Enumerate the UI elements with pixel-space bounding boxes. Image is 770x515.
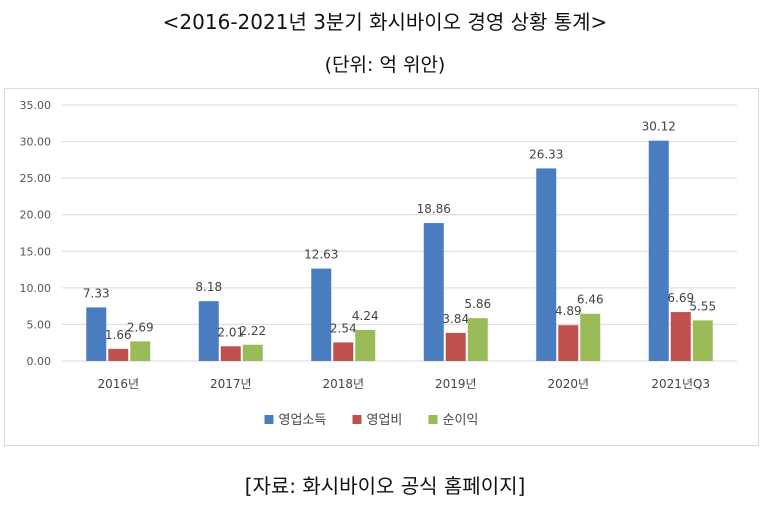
- legend-swatch: [352, 415, 362, 424]
- bar: [333, 342, 354, 361]
- chart-unit: (단위: 억 위안): [324, 54, 446, 76]
- y-tick-label: 10.00: [20, 282, 52, 295]
- data-label: 6.69: [667, 291, 694, 305]
- data-label: 8.18: [195, 280, 222, 294]
- x-tick-label: 2018년: [322, 377, 364, 391]
- bar: [558, 325, 579, 361]
- data-label: 26.33: [529, 147, 563, 161]
- legend-swatch: [428, 415, 438, 424]
- data-label: 12.63: [304, 248, 338, 262]
- data-label: 5.55: [689, 299, 716, 313]
- legend-label: 영업소득: [279, 413, 327, 428]
- bar: [580, 313, 601, 361]
- bar: [467, 318, 488, 361]
- source-caption: [자료: 화시바이오 공식 홈페이지]: [244, 474, 526, 498]
- data-label: 2.01: [217, 325, 244, 339]
- chart-area: 0.00 5.00 10.00 15.00 20.00 25.00 30.00 35.00 7.…: [4, 88, 759, 446]
- bar: [311, 268, 332, 361]
- bar: [108, 348, 129, 361]
- data-label: 7.33: [83, 286, 110, 300]
- y-tick-label: 5.00: [27, 318, 52, 331]
- bar: [423, 223, 444, 361]
- bar: [445, 332, 466, 361]
- data-label: 2.69: [127, 320, 154, 334]
- bar: [648, 140, 669, 361]
- bar: [670, 312, 691, 361]
- chart-title: <2016-2021년 3분기 화시바이오 경영 상황 통계>: [162, 10, 608, 34]
- data-label: 1.66: [105, 328, 132, 342]
- bar: [198, 301, 219, 361]
- legend-label: 영업비: [367, 413, 403, 428]
- x-tick-label: 2019년: [435, 377, 477, 391]
- y-tick-label: 35.00: [20, 99, 52, 112]
- bar: [220, 346, 241, 361]
- data-label: 2.22: [239, 324, 266, 338]
- data-label: 4.89: [555, 304, 582, 318]
- data-label: 5.86: [464, 297, 491, 311]
- bar: [692, 320, 713, 361]
- bar-chart: 0.00 5.00 10.00 15.00 20.00 25.00 30.00 35.00 7.…: [20, 99, 737, 428]
- bar: [536, 168, 557, 361]
- bar: [242, 344, 263, 361]
- bar: [355, 329, 376, 361]
- data-label: 2.54: [330, 321, 357, 335]
- data-label: 18.86: [417, 202, 451, 216]
- y-tick-label: 20.00: [20, 209, 52, 222]
- data-label: 6.46: [577, 293, 604, 307]
- y-tick-label: 15.00: [20, 245, 52, 258]
- x-tick-label: 2020년: [547, 377, 589, 391]
- data-label: 4.24: [352, 309, 379, 323]
- y-tick-label: 30.00: [20, 136, 52, 149]
- legend-label: 순이익: [443, 413, 479, 428]
- x-tick-label: 2017년: [210, 377, 252, 391]
- data-label: 3.84: [442, 312, 469, 326]
- data-label: 30.12: [642, 120, 676, 134]
- x-tick-label: 2021년Q3: [651, 377, 710, 391]
- y-tick-label: 25.00: [20, 172, 52, 185]
- bar: [130, 341, 151, 361]
- y-tick-label: 0.00: [27, 355, 52, 368]
- legend-swatch: [264, 415, 274, 424]
- x-tick-label: 2016년: [97, 377, 139, 391]
- bar: [86, 307, 107, 361]
